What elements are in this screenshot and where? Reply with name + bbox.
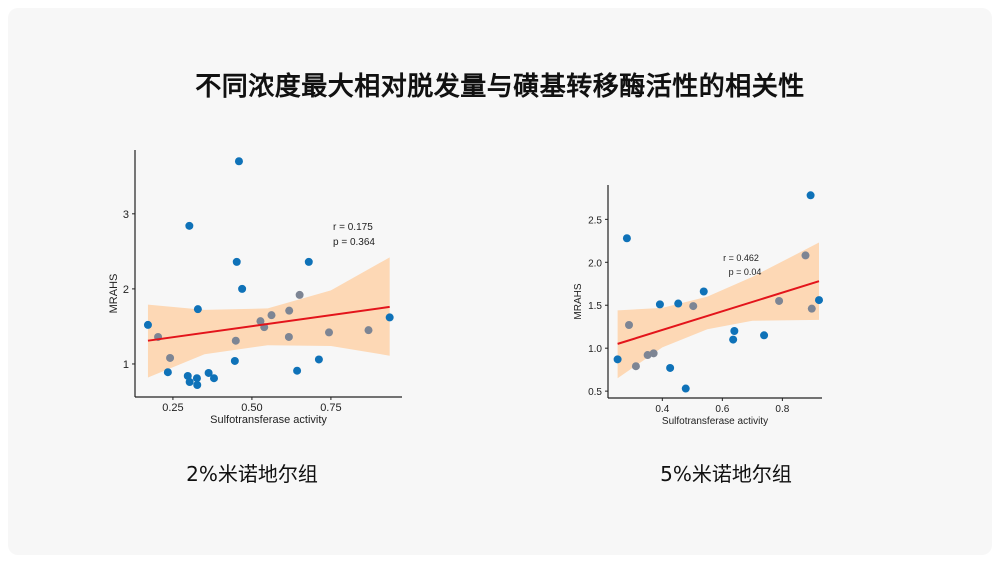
data-point-gray xyxy=(267,311,276,320)
data-point-blue xyxy=(806,191,815,200)
data-point-blue xyxy=(729,335,738,344)
data-point-blue xyxy=(293,366,302,375)
data-point-blue xyxy=(655,300,664,309)
data-point-gray xyxy=(284,332,293,341)
data-point-blue xyxy=(613,355,622,364)
data-point-blue xyxy=(185,221,194,230)
y-tick-label: 0.5 xyxy=(588,387,602,398)
data-point-gray xyxy=(625,320,634,329)
data-point-gray xyxy=(775,296,784,305)
y-tick-label: 1.5 xyxy=(588,301,602,312)
x-tick-label: 0.75 xyxy=(320,402,341,414)
data-point-gray xyxy=(643,351,652,360)
data-point-gray xyxy=(689,302,698,311)
data-point-blue xyxy=(681,384,690,393)
data-point-blue xyxy=(304,257,313,266)
data-point-blue xyxy=(204,368,213,377)
regression-line xyxy=(147,305,390,342)
x-axis-label: Sulfotransferase activity xyxy=(210,414,327,426)
slide-title: 不同浓度最大相对脱发量与磺基转移酶活性的相关性 xyxy=(195,72,805,102)
x-axis-label: Sulfotransferase activity xyxy=(662,416,768,427)
data-point-blue xyxy=(163,368,172,377)
y-tick-label: 2 xyxy=(123,284,129,296)
data-point-blue xyxy=(193,380,202,389)
x-tick-label: 0.4 xyxy=(655,404,669,415)
data-point-gray xyxy=(807,304,816,313)
data-point-blue xyxy=(232,257,241,266)
y-tick-label: 1.0 xyxy=(588,344,602,355)
data-point-gray xyxy=(364,326,373,335)
data-point-blue xyxy=(666,363,675,372)
data-point-blue xyxy=(730,327,739,336)
data-point-gray xyxy=(649,349,658,358)
data-point-blue xyxy=(209,374,218,383)
slide-background xyxy=(8,8,992,555)
data-point-blue xyxy=(760,331,769,340)
x-tick-label: 0.25 xyxy=(162,402,183,414)
y-tick-label: 2.0 xyxy=(588,258,602,269)
y-tick-label: 2.5 xyxy=(588,215,602,226)
data-point-blue xyxy=(193,305,202,314)
data-point-gray xyxy=(285,306,294,315)
caption-2pct-group: 2%米诺地尔组 xyxy=(186,462,318,486)
data-point-blue xyxy=(230,356,239,365)
x-tick-label: 0.6 xyxy=(715,404,729,415)
y-axis-label: MRAHS xyxy=(108,274,120,314)
regression-line xyxy=(617,280,820,345)
y-axis-label: MRAHS xyxy=(573,283,584,319)
scatter-chart-5pct: 0.4 0.6 0.8 0.5 1.0 1.5 2.0 2.5 Sulfotransferase… xyxy=(573,185,823,427)
y-tick-label: 3 xyxy=(123,209,129,221)
data-point-gray xyxy=(231,336,240,345)
data-point-blue xyxy=(143,320,152,329)
data-point-blue xyxy=(314,355,323,364)
data-point-blue xyxy=(814,296,823,305)
data-point-blue xyxy=(674,299,683,308)
data-point-gray xyxy=(631,362,640,371)
data-point-blue xyxy=(385,313,394,322)
p-value-annotation: p = 0.364 xyxy=(333,237,375,248)
data-point-gray xyxy=(256,317,265,326)
data-point-gray xyxy=(801,251,810,260)
y-tick-label: 1 xyxy=(123,359,129,371)
caption-5pct-group: 5%米诺地尔组 xyxy=(660,462,792,486)
scatter-chart-2pct: 0.25 0.50 0.75 1 2 3 Sulfotransferase activity… xyxy=(108,150,402,426)
r-value-annotation: r = 0.462 xyxy=(723,253,759,263)
x-tick-label: 0.50 xyxy=(241,402,262,414)
p-value-annotation: p = 0.04 xyxy=(729,267,762,277)
data-point-gray xyxy=(166,353,175,362)
r-value-annotation: r = 0.175 xyxy=(333,222,373,233)
confidence-band xyxy=(617,242,819,379)
data-point-gray xyxy=(295,290,304,299)
data-point-blue xyxy=(183,371,192,380)
data-point-blue xyxy=(185,377,194,386)
data-point-gray xyxy=(325,328,334,337)
data-point-blue xyxy=(238,284,247,293)
data-point-blue xyxy=(192,374,201,383)
data-point-blue xyxy=(234,157,243,166)
data-point-blue xyxy=(622,234,631,243)
data-point-blue xyxy=(699,287,708,296)
x-tick-label: 0.8 xyxy=(775,404,789,415)
